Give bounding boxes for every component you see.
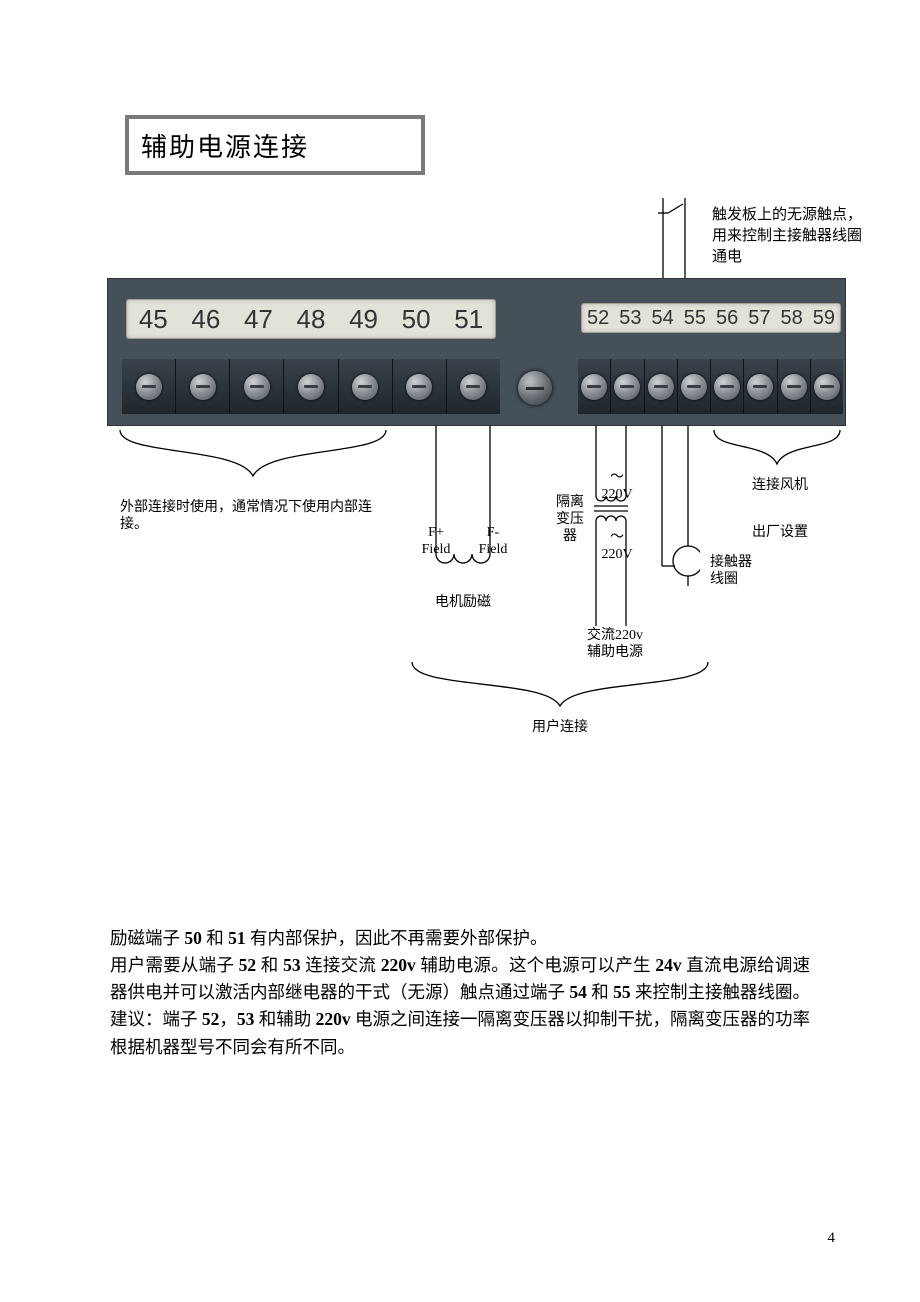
contactor-coil-leads [650,426,700,586]
terminal-number: 49 [349,304,378,335]
terminal-number: 51 [454,304,483,335]
label-contactor-coil: 接触器 线圈 [710,555,780,589]
terminal-number: 46 [191,304,220,335]
terminal-screw [811,359,843,414]
label-iso-trafo: 隔离 变压器 [550,495,590,545]
label-ext-conn: 外部连接时使用，通常情况下使用内部连接。 [120,500,380,534]
brace-fan [712,428,842,473]
terminal-label-strip-left: 45 46 47 48 49 50 51 [126,299,496,339]
terminal-screw [447,359,500,414]
terminal-screw [578,359,611,414]
terminal-number: 54 [652,307,674,330]
terminal-label-strip-right: 52 53 54 55 56 57 58 59 [581,303,841,333]
terminal-number: 45 [139,304,168,335]
paragraph: 建议：端子 52，53 和辅助 220v 电源之间连接一隔离变压器以抑制干扰，隔… [110,1006,810,1060]
section-title-box: 辅助电源连接 [125,115,425,175]
body-text: 励磁端子 50 和 51 有内部保护，因此不再需要外部保护。 用户需要从端子 5… [110,925,810,1061]
motor-field-leads [418,426,508,586]
label-factory: 出厂设置 [730,525,830,542]
label-user-conn: 用户连接 [510,720,610,737]
screw-row-left [122,359,500,414]
terminal-number: 47 [244,304,273,335]
aux-power-leads [586,426,636,626]
terminal-screw [230,359,284,414]
terminal-screw [778,359,811,414]
terminal-number: 58 [781,307,803,330]
brace-ext-conn [118,428,388,488]
paragraph: 用户需要从端子 52 和 53 连接交流 220v 辅助电源。这个电源可以产生 … [110,952,810,1006]
screw-row-right [578,359,843,414]
terminal-number: 59 [813,307,835,330]
terminal-block-device: 45 46 47 48 49 50 51 52 53 54 55 56 57 5… [107,278,846,426]
brace-user-conn [410,660,710,715]
terminal-screw [744,359,777,414]
terminal-number: 57 [748,307,770,330]
page-number: 4 [828,1230,836,1247]
terminal-number: 56 [716,307,738,330]
label-220v-top: ～ 220V [597,470,637,504]
label-fan: 连接风机 [730,478,830,495]
paragraph: 励磁端子 50 和 51 有内部保护，因此不再需要外部保护。 [110,925,810,952]
terminal-screw [393,359,447,414]
mounting-screw [518,371,552,405]
label-aux-220: 交流220v 辅助电源 [570,628,660,662]
label-motor-field: 电机励磁 [418,595,508,612]
passive-contact-symbol [655,198,715,280]
terminal-number: 52 [587,307,609,330]
terminal-screw [122,359,176,414]
terminal-number: 55 [684,307,706,330]
terminal-screw [176,359,230,414]
terminal-screw [284,359,338,414]
terminal-number: 50 [402,304,431,335]
label-220v-bot: ～ 220V [597,530,637,564]
section-title: 辅助电源连接 [141,127,309,164]
terminal-number: 53 [619,307,641,330]
annotation-trigger-contact: 触发板上的无源触点，用来控制主接触器线圈通电 [712,205,872,268]
terminal-screw [678,359,711,414]
terminal-number: 48 [297,304,326,335]
terminal-screw [611,359,644,414]
terminal-screw [339,359,393,414]
terminal-screw [711,359,744,414]
label-f-minus: F- Field [472,525,514,559]
label-f-plus: F+ Field [415,525,457,559]
terminal-screw [645,359,678,414]
